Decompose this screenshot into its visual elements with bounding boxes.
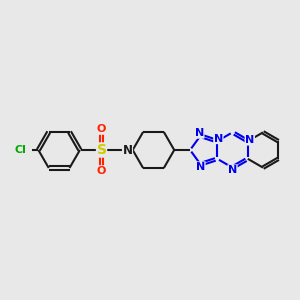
Text: N: N xyxy=(214,134,223,144)
Text: N: N xyxy=(195,128,204,138)
Text: Cl: Cl xyxy=(15,145,27,155)
Text: N: N xyxy=(228,165,237,175)
Text: N: N xyxy=(245,135,254,145)
Text: S: S xyxy=(97,143,106,157)
Text: O: O xyxy=(97,124,106,134)
Text: N: N xyxy=(196,162,205,172)
Text: N: N xyxy=(122,143,133,157)
Text: O: O xyxy=(97,166,106,176)
